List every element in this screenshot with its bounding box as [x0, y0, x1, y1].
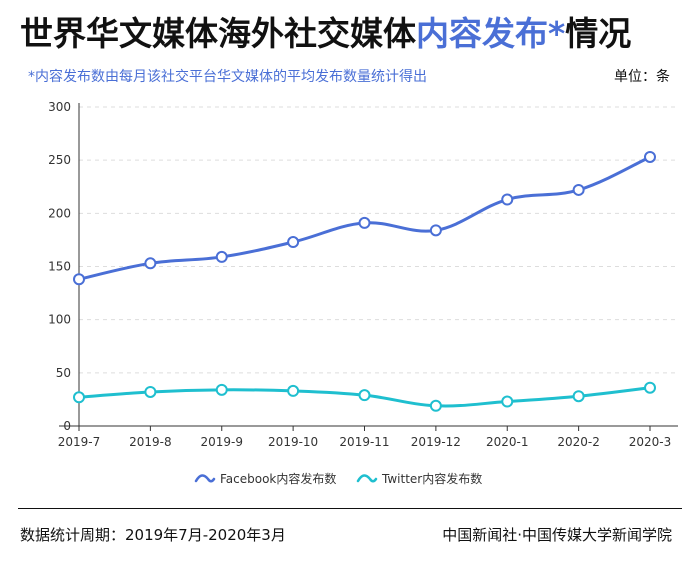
data-point — [644, 381, 656, 394]
legend-swatch — [194, 474, 216, 483]
y-tick-label: 150 — [48, 260, 71, 274]
data-point — [644, 150, 656, 163]
title-part1: 世界华文媒体海外社交媒体 — [20, 14, 416, 53]
y-tick-label: 250 — [48, 153, 71, 167]
data-point — [287, 236, 300, 249]
data-point — [144, 257, 157, 270]
data-point — [73, 391, 85, 404]
y-tick-label: 200 — [48, 206, 71, 220]
footer-source: 中国新闻社·中国传媒大学新闻学院 — [442, 526, 672, 544]
y-tick-label: 100 — [48, 313, 71, 327]
data-point — [144, 385, 157, 398]
x-tick-label: 2019-7 — [58, 435, 101, 449]
x-tick-label: 2020-2 — [557, 435, 600, 449]
title-part2: 情况 — [565, 14, 632, 53]
title-highlight: 内容发布* — [416, 14, 566, 53]
legend-swatch — [356, 474, 378, 483]
x-tick-label: 2019-9 — [200, 435, 243, 449]
data-point — [501, 193, 514, 206]
data-point — [358, 389, 371, 402]
x-tick-label: 2019-11 — [339, 435, 389, 449]
data-point — [287, 384, 300, 397]
y-tick-label: 300 — [48, 100, 71, 114]
unit-label: 单位：条 — [614, 69, 670, 85]
chart-title: 世界华文媒体海外社交媒体内容发布*情况 — [20, 10, 631, 58]
chart-subtitle: *内容发布数由每月该社交平台华文媒体的平均发布数量统计得出 — [28, 69, 427, 85]
data-point — [73, 273, 85, 286]
legend-label: Facebook内容发布数 — [220, 471, 336, 486]
x-tick-label: 2020-1 — [486, 435, 529, 449]
x-tick-label: 2020-3 — [629, 435, 672, 449]
data-point — [429, 399, 442, 412]
data-point — [215, 383, 228, 396]
data-point — [215, 250, 228, 263]
data-point — [572, 183, 585, 196]
legend-label: Twitter内容发布数 — [381, 471, 482, 486]
x-tick-label: 2019-10 — [268, 435, 318, 449]
data-point — [429, 224, 442, 237]
data-point — [358, 216, 371, 229]
y-tick-label: 50 — [56, 366, 71, 380]
data-point — [501, 395, 514, 408]
footer-divider — [18, 508, 682, 509]
footer-period: 数据统计周期：2019年7月-2020年3月 — [20, 526, 286, 544]
data-point — [572, 390, 585, 403]
x-tick-label: 2019-8 — [129, 435, 172, 449]
x-tick-label: 2019-12 — [411, 435, 461, 449]
